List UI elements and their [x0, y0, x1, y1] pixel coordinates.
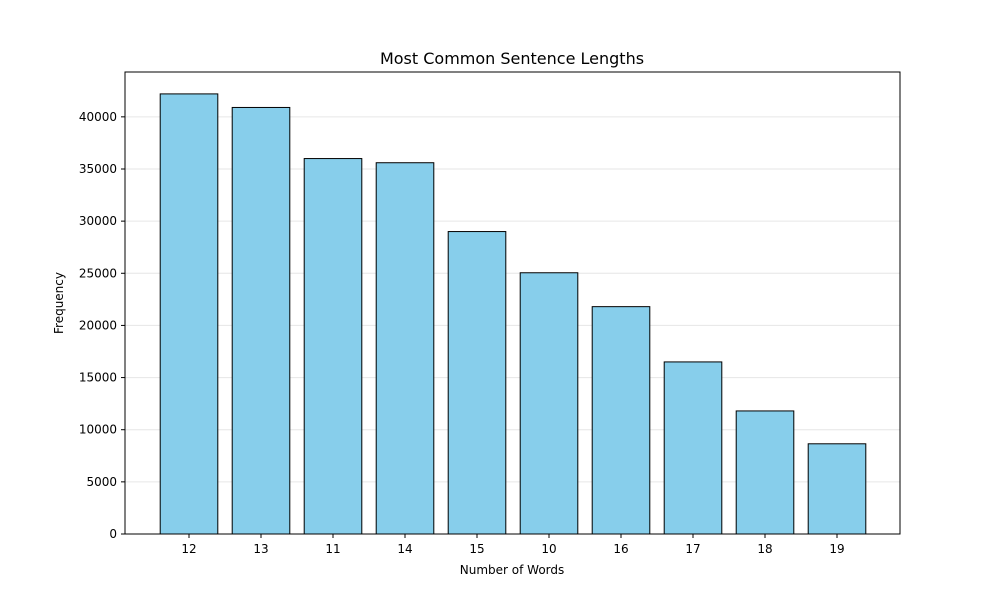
x-tick-label: 10: [541, 542, 556, 556]
bar: [375, 162, 435, 535]
x-axis: 12 13 11 14 15 10 16 17 18 19: [181, 534, 845, 556]
plot-area-frame: [124, 71, 901, 535]
y-tick-label: 25000: [79, 266, 117, 280]
y-tick-label: 15000: [79, 371, 117, 385]
y-tick-label: 20000: [79, 318, 117, 332]
x-tick-label: 16: [613, 542, 628, 556]
x-axis-label: Number of Words: [460, 563, 565, 577]
x-tick-label: 15: [469, 542, 484, 556]
bars: [159, 93, 867, 535]
x-tick-label: 11: [325, 542, 340, 556]
x-tick-label: 18: [757, 542, 772, 556]
bar: [735, 410, 795, 535]
x-tick-label: 19: [829, 542, 844, 556]
bar: [447, 231, 507, 535]
y-tick-label: 10000: [79, 423, 117, 437]
x-tick-label: 12: [181, 542, 196, 556]
chart-title: Most Common Sentence Lengths: [380, 49, 644, 68]
bar: [303, 158, 363, 535]
bar: [519, 272, 579, 535]
x-tick-label: 17: [685, 542, 700, 556]
y-tick-label: 30000: [79, 214, 117, 228]
x-tick-label: 14: [397, 542, 412, 556]
bar: [663, 361, 723, 535]
x-tick-label: 13: [253, 542, 268, 556]
y-tick-label: 0: [109, 527, 117, 541]
bar: [231, 106, 291, 535]
y-tick-label: 5000: [86, 475, 117, 489]
bar: [807, 443, 867, 535]
y-tick-label: 35000: [79, 162, 117, 176]
bar: [159, 93, 219, 535]
y-axis: 0 5000 10000 15000 20000 25000 30000 35000 40000: [79, 110, 125, 541]
y-axis-label: Frequency: [52, 272, 66, 334]
bar: [591, 306, 651, 535]
y-tick-label: 40000: [79, 110, 117, 124]
